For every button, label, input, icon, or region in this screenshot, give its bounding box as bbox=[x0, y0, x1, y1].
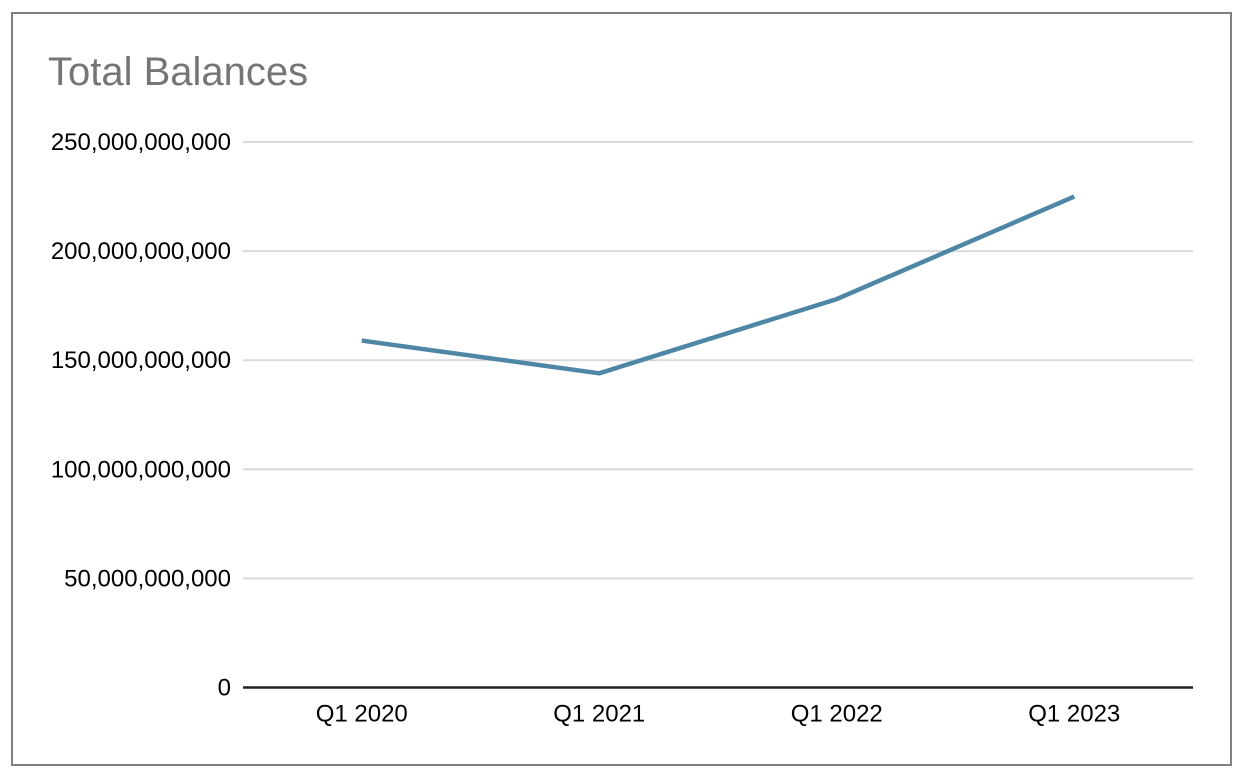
chart-frame: Total Balances 0 50,000,000,000 100,000,00… bbox=[11, 12, 1232, 766]
y-tick-label: 250,000,000,000 bbox=[51, 129, 231, 156]
y-tick-label: 150,000,000,000 bbox=[51, 347, 231, 374]
total-balances-line-chart: 0 50,000,000,000 100,000,000,000 150,000,00… bbox=[51, 129, 1193, 728]
y-tick-label: 100,000,000,000 bbox=[51, 456, 231, 483]
y-tick-label: 0 bbox=[218, 675, 231, 702]
x-tick-label: Q1 2023 bbox=[1028, 701, 1120, 728]
y-tick-label: 200,000,000,000 bbox=[51, 238, 231, 265]
y-tick-label: 50,000,000,000 bbox=[64, 565, 231, 592]
x-tick-label: Q1 2021 bbox=[553, 701, 645, 728]
series-line bbox=[361, 194, 1076, 376]
x-tick-label: Q1 2020 bbox=[316, 701, 408, 728]
chart-title: Total Balances bbox=[48, 50, 309, 94]
x-tick-label: Q1 2022 bbox=[791, 701, 883, 728]
